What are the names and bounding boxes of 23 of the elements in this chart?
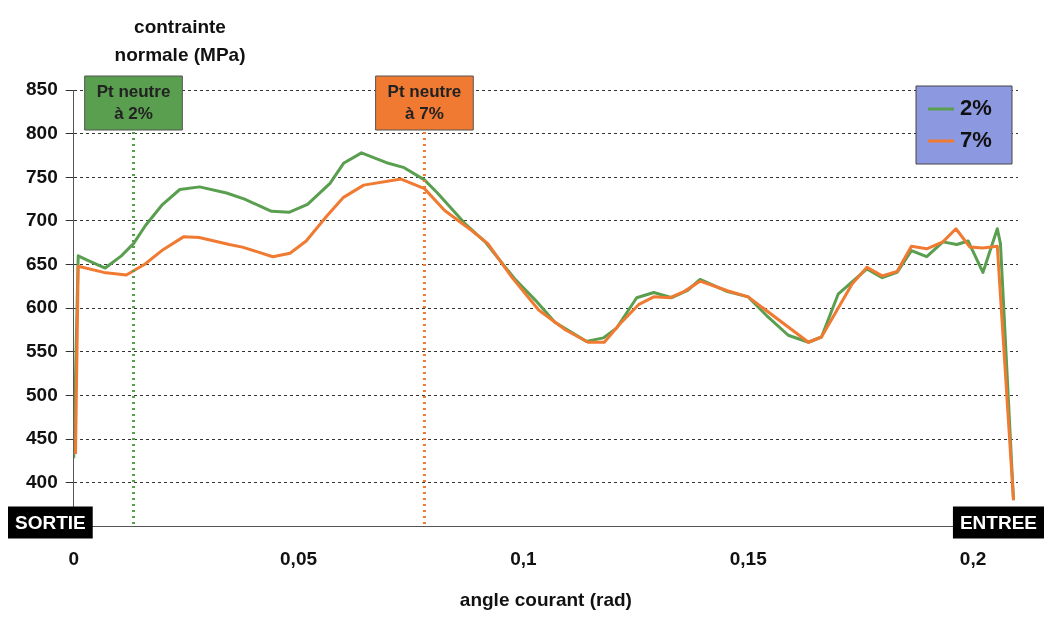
x-tick-label: 0 xyxy=(68,548,79,570)
legend-label: 7% xyxy=(960,127,992,153)
annotation: SORTIE xyxy=(15,511,86,533)
legend-label: 2% xyxy=(960,95,992,121)
x-tick-label: 0,2 xyxy=(959,548,987,570)
y-tick-label: 600 xyxy=(26,296,58,318)
annotation: ENTREE xyxy=(959,511,1038,533)
y-tick-label: 450 xyxy=(26,427,58,449)
x-tick-label: 0,15 xyxy=(729,548,768,570)
y-tick-label: 750 xyxy=(26,165,58,187)
ref-line-label: Pt neutre à 7% xyxy=(387,81,462,123)
x-tick-label: 0,1 xyxy=(510,548,537,570)
y-tick-label: 550 xyxy=(26,340,58,362)
y-tick-label: 800 xyxy=(26,121,58,143)
y-axis-title: contrainte normale (MPa) xyxy=(114,16,246,66)
y-tick-label: 400 xyxy=(26,470,58,492)
y-tick-label: 500 xyxy=(26,383,58,405)
y-tick-label: 850 xyxy=(26,78,58,100)
y-tick-label: 700 xyxy=(26,209,58,231)
y-tick-label: 650 xyxy=(26,252,58,274)
x-tick-label: 0,05 xyxy=(280,548,318,570)
x-axis-title: angle courant (rad) xyxy=(459,588,632,610)
ref-line-label: Pt neutre à 2% xyxy=(96,81,171,123)
